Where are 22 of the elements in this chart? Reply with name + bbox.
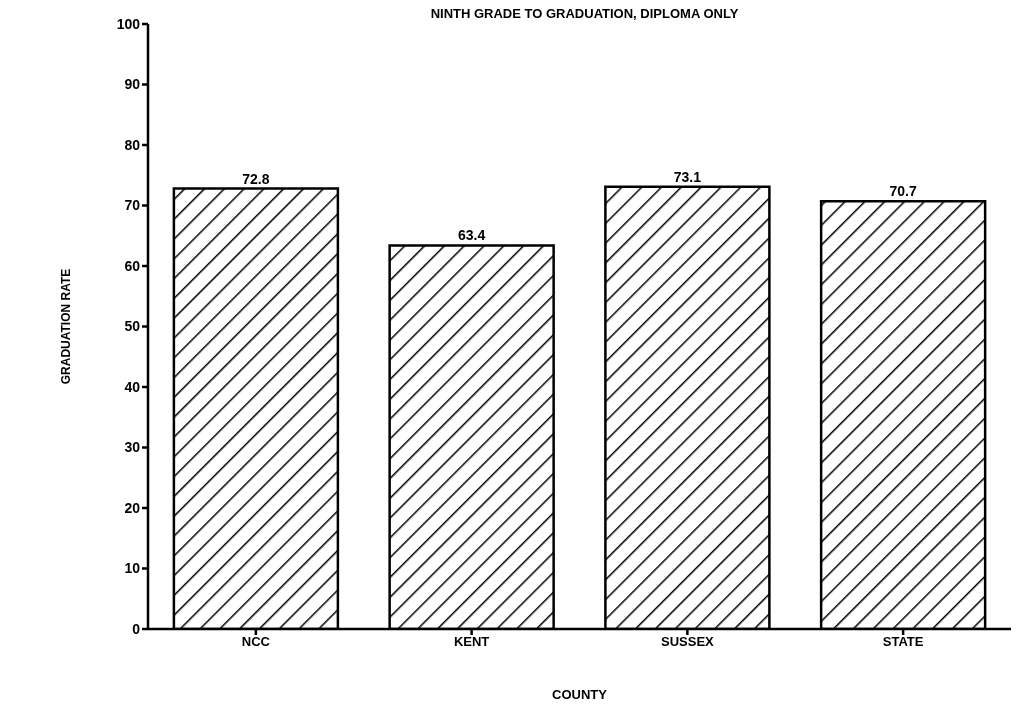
y-tick-label: 100 [116,15,141,32]
y-tick-label: 20 [124,499,141,516]
y-tick-label: 10 [124,560,141,577]
y-tick-label: 0 [132,620,141,637]
data-label: 63.4 [458,227,486,244]
data-label: 73.1 [673,168,702,185]
x-tick-label: SUSSEX [661,634,715,650]
y-tick-label: 70 [124,197,141,214]
y-axis-title: GRADUATION RATE [59,268,74,385]
y-tick-label: 30 [124,439,141,456]
data-label: 70.7 [889,183,917,200]
x-tick-label: KENT [453,634,490,650]
y-tick-label: 80 [124,136,141,153]
y-tick-label: 40 [124,378,141,395]
x-tick-label: NCC [241,634,271,650]
y-tick-label: 90 [124,76,141,93]
x-axis-title: COUNTY [552,687,608,702]
x-tick-label: STATE [882,634,924,650]
chart-title: NINTH GRADE TO GRADUATION, DIPLOMA ONLY [429,6,740,21]
y-tick-label: 60 [124,257,141,274]
data-label: 72.8 [242,170,270,187]
y-tick-label: 50 [124,318,141,335]
